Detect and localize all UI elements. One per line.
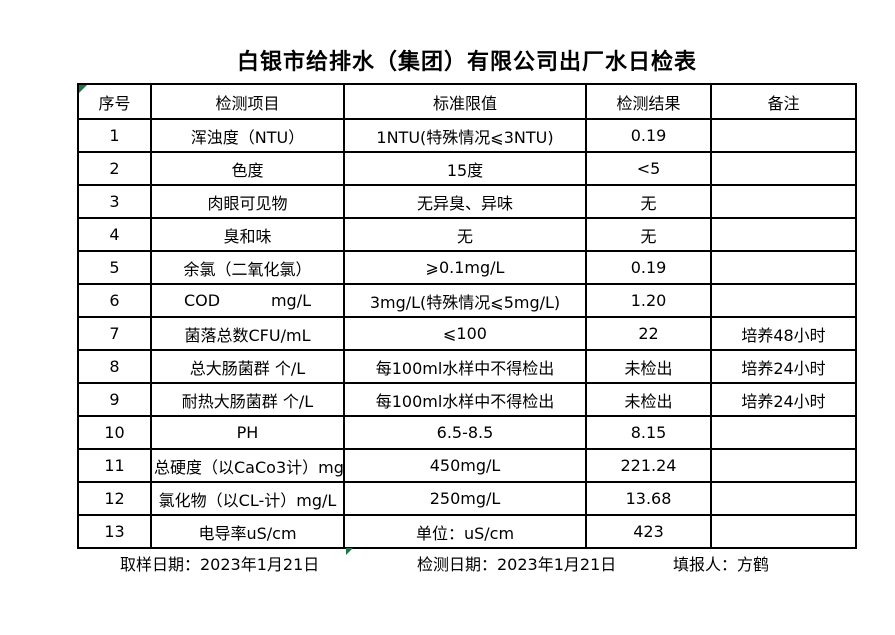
table-cell: 总硬度（以CaCo3计）mg/L	[150, 448, 345, 483]
table-cell: 5	[77, 250, 152, 285]
table-cell	[710, 481, 857, 516]
table-cell: <5	[585, 151, 712, 186]
table-cell	[710, 184, 857, 219]
table-row: 12 氯化物（以CL-计）mg/L 250mg/L 13.68	[77, 481, 857, 516]
table-cell: 培养48小时	[710, 316, 857, 351]
column-header-index: 序号	[77, 83, 152, 120]
table-cell: 2	[77, 151, 152, 186]
table-cell: ⩽100	[343, 316, 587, 351]
table-row: 10 PH 6.5-8.5 8.15	[77, 415, 857, 450]
table-row: 8 总大肠菌群 个/L 每100ml水样中不得检出 未检出 培养24小时	[77, 349, 857, 384]
table-cell: 肉眼可见物	[150, 184, 345, 219]
table-cell: 10	[77, 415, 152, 450]
table-row: 4 臭和味无无	[77, 217, 857, 252]
table-cell: 每100ml水样中不得检出	[343, 382, 587, 417]
table-cell: 15度	[343, 151, 587, 186]
table-cell: 22	[585, 316, 712, 351]
header-row: 序号 检测项目 标准限值 检测结果 备注	[77, 83, 857, 120]
table-row: 6 COD mg/L 3mg/L(特殊情况⩽5mg/L) 1.20	[77, 283, 857, 318]
table-row: 2 色度 15度 <5	[77, 151, 857, 186]
table-cell	[710, 415, 857, 450]
table-cell: 250mg/L	[343, 481, 587, 516]
test-date: 检测日期：2023年1月21日	[417, 555, 617, 574]
table-body: 1 浑浊度（NTU） 1NTU(特殊情况⩽3NTU) 0.19 2 色度 15度 <5 3 肉眼可…	[77, 118, 857, 549]
table-cell: 无	[585, 184, 712, 219]
table-cell: 6.5-8.5	[343, 415, 587, 450]
table-cell: 1NTU(特殊情况⩽3NTU)	[343, 118, 587, 153]
table-row: 13 电导率uS/cm 单位：uS/cm 423	[77, 514, 857, 549]
table-cell: 未检出	[585, 349, 712, 384]
table-cell: 6	[77, 283, 152, 318]
table-cell: 色度	[150, 151, 345, 186]
table-cell: 无	[343, 217, 587, 252]
reporter: 填报人：方鹤	[673, 555, 770, 574]
table-cell: 450mg/L	[343, 448, 587, 483]
daily-check-table: 序号 检测项目 标准限值 检测结果 备注 1 浑浊度（NTU） 1NTU(特殊情况⩽…	[77, 83, 857, 549]
sampling-date: 取样日期：2023年1月21日	[120, 555, 320, 574]
table-row: 1 浑浊度（NTU） 1NTU(特殊情况⩽3NTU) 0.19	[77, 118, 857, 153]
table-cell: 0.19	[585, 250, 712, 285]
table-cell: 423	[585, 514, 712, 549]
table-cell	[710, 283, 857, 318]
table-cell: 9	[77, 382, 152, 417]
table-cell: 8	[77, 349, 152, 384]
column-header-remarks: 备注	[710, 83, 857, 120]
table-cell: 8.15	[585, 415, 712, 450]
cell-corner-marker-icon	[79, 85, 87, 93]
column-header-result: 检测结果	[585, 83, 712, 120]
table-cell	[710, 250, 857, 285]
table-cell	[710, 118, 857, 153]
table-cell: 每100ml水样中不得检出	[343, 349, 587, 384]
table-cell: 耐热大肠菌群 个/L	[150, 382, 345, 417]
table-cell	[710, 217, 857, 252]
table-cell: 0.19	[585, 118, 712, 153]
column-header-limit: 标准限值	[343, 83, 587, 120]
table-cell: PH	[150, 415, 345, 450]
table-cell: 未检出	[585, 382, 712, 417]
table-cell: 7	[77, 316, 152, 351]
table-row: 3 肉眼可见物 无异臭、异味无	[77, 184, 857, 219]
table-cell: 菌落总数CFU/mL	[150, 316, 345, 351]
table-cell: 11	[77, 448, 152, 483]
table-cell: 4	[77, 217, 152, 252]
table-cell: 臭和味	[150, 217, 345, 252]
table-cell: 培养24小时	[710, 382, 857, 417]
column-header-item: 检测项目	[150, 83, 345, 120]
cell-corner-marker-icon	[346, 548, 353, 555]
table-cell	[710, 151, 857, 186]
table-cell: 单位：uS/cm	[343, 514, 587, 549]
table-cell: 3mg/L(特殊情况⩽5mg/L)	[343, 283, 587, 318]
table-cell: 无	[585, 217, 712, 252]
table-cell: ⩾0.1mg/L	[343, 250, 587, 285]
table-row: 5 余氯（二氧化氯） ⩾0.1mg/L 0.19	[77, 250, 857, 285]
table-cell: 培养24小时	[710, 349, 857, 384]
table-cell: 221.24	[585, 448, 712, 483]
table-cell: 总大肠菌群 个/L	[150, 349, 345, 384]
table-cell: 13	[77, 514, 152, 549]
table-row: 7 菌落总数CFU/mL ⩽100 22 培养48小时	[77, 316, 857, 351]
table-cell	[710, 448, 857, 483]
table-cell: COD mg/L	[150, 283, 345, 318]
table-cell: 电导率uS/cm	[150, 514, 345, 549]
table-cell: 无异臭、异味	[343, 184, 587, 219]
table-cell: 余氯（二氧化氯）	[150, 250, 345, 285]
table-cell: 1	[77, 118, 152, 153]
table-cell: 浑浊度（NTU）	[150, 118, 345, 153]
table-row: 9 耐热大肠菌群 个/L 每100ml水样中不得检出 未检出 培养24小时	[77, 382, 857, 417]
table-cell: 13.68	[585, 481, 712, 516]
table-cell	[710, 514, 857, 549]
page-title: 白银市给排水（集团）有限公司出厂水日检表	[236, 50, 697, 75]
table-cell: 1.20	[585, 283, 712, 318]
table-cell: 12	[77, 481, 152, 516]
table-cell: 3	[77, 184, 152, 219]
table-cell: 氯化物（以CL-计）mg/L	[150, 481, 345, 516]
table-row: 11 总硬度（以CaCo3计）mg/L 450mg/L 221.24	[77, 448, 857, 483]
